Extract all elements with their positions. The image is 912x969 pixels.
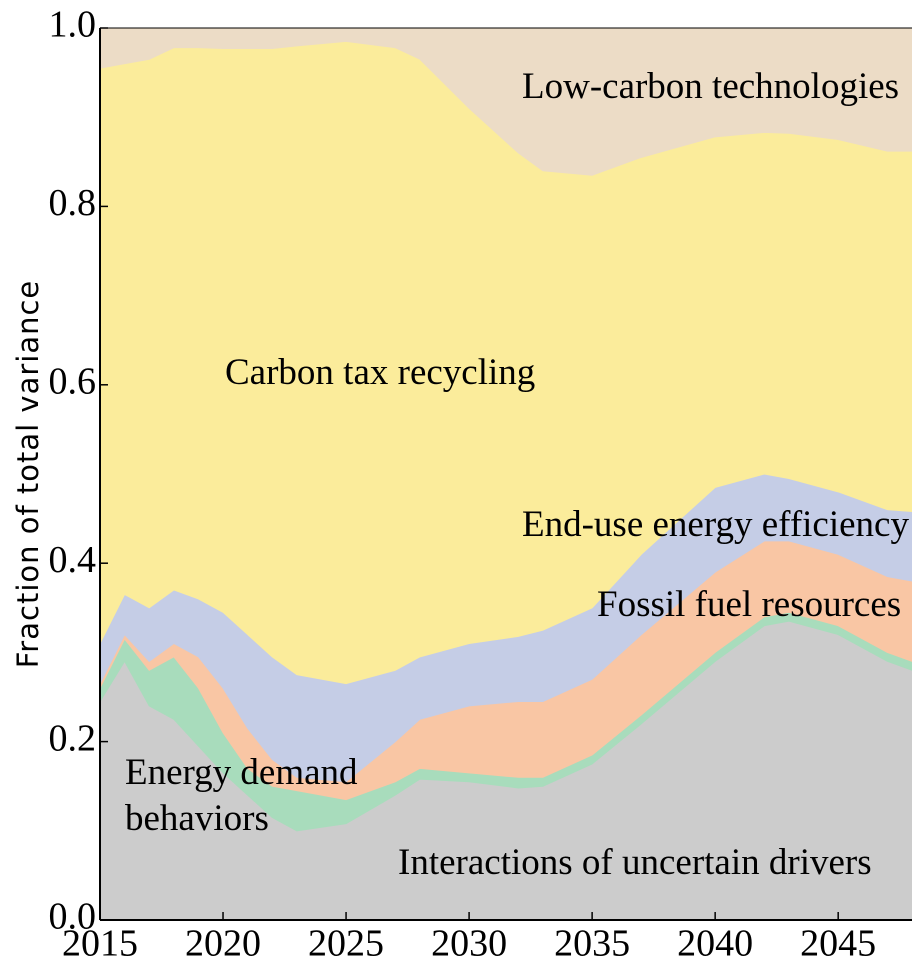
y-tick-label: 0.4 — [49, 539, 97, 581]
x-tick-label: 2025 — [308, 923, 384, 965]
series-label: Fossil fuel resources — [597, 584, 902, 625]
series-label: End-use energy efficiency — [522, 504, 909, 545]
y-tick-label: 0.0 — [49, 896, 97, 938]
y-tick-label: 0.8 — [49, 182, 97, 224]
y-tick-label: 1.0 — [49, 4, 97, 46]
x-tick-label: 2030 — [431, 923, 507, 965]
x-tick-label: 2020 — [185, 923, 261, 965]
y-tick-label: 0.2 — [49, 717, 97, 759]
series-label: Interactions of uncertain drivers — [398, 842, 872, 883]
x-tick-label: 2040 — [677, 923, 753, 965]
series-label: Carbon tax recycling — [225, 352, 536, 393]
y-tick-label: 0.6 — [49, 361, 97, 403]
x-tick-label: 2035 — [554, 923, 630, 965]
x-tick-label: 2015 — [62, 923, 138, 965]
series-label: Energy demand behaviors — [125, 752, 358, 839]
series-label: Low-carbon technologies — [522, 66, 900, 107]
x-tick-label: 2045 — [800, 923, 876, 965]
y-axis-label: Fraction of total variance — [11, 280, 45, 669]
